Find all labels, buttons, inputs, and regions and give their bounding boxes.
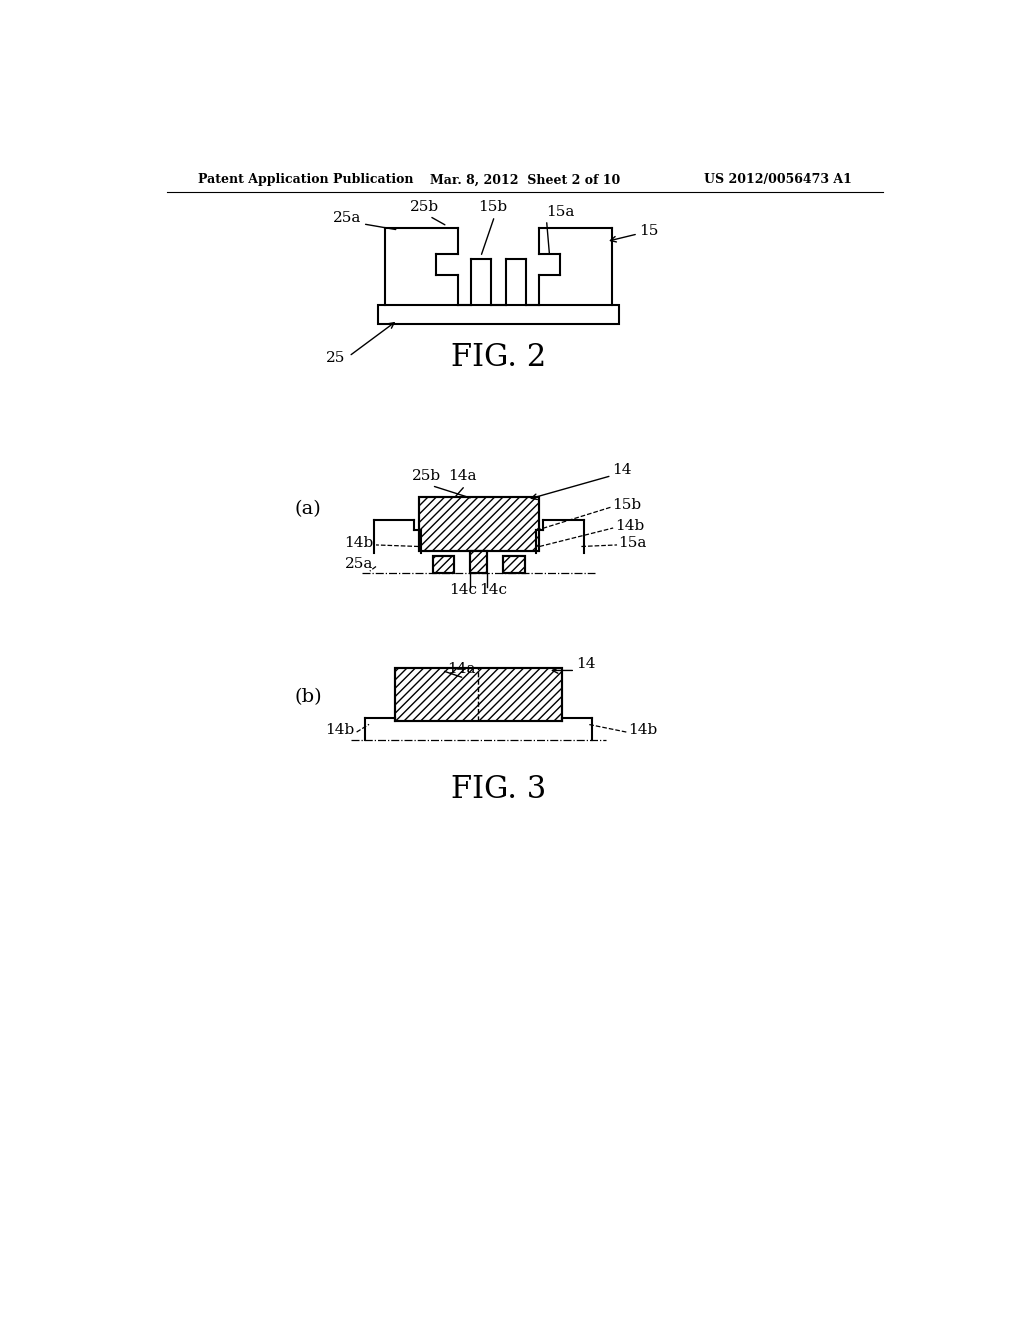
Text: 14b: 14b	[325, 723, 354, 738]
Text: 15a: 15a	[618, 536, 647, 550]
Bar	[503, 556, 525, 573]
Text: Patent Application Publication: Patent Application Publication	[198, 173, 414, 186]
Text: 15b: 15b	[612, 498, 641, 512]
Text: 15b: 15b	[477, 199, 507, 214]
Bar	[470, 552, 486, 573]
Bar	[419, 498, 539, 552]
Text: 25a: 25a	[333, 211, 361, 224]
Text: 25b: 25b	[411, 199, 439, 214]
Text: 25b: 25b	[412, 470, 441, 483]
Text: Mar. 8, 2012  Sheet 2 of 10: Mar. 8, 2012 Sheet 2 of 10	[430, 173, 620, 186]
Text: 14: 14	[612, 463, 632, 477]
Text: 14b: 14b	[614, 519, 644, 532]
Bar	[378, 305, 618, 323]
Text: US 2012/0056473 A1: US 2012/0056473 A1	[703, 173, 852, 186]
Text: (a): (a)	[295, 500, 322, 517]
Text: 15: 15	[640, 224, 658, 239]
Text: (b): (b)	[295, 689, 323, 706]
Bar	[432, 556, 455, 573]
Bar	[432, 556, 455, 573]
Bar	[395, 668, 562, 721]
Text: 14b: 14b	[344, 536, 374, 550]
Text: FIG. 3: FIG. 3	[451, 775, 546, 805]
Text: 14c: 14c	[479, 583, 507, 597]
Text: 25: 25	[326, 351, 345, 366]
Bar	[419, 498, 539, 552]
Bar	[395, 668, 562, 721]
Text: FIG. 2: FIG. 2	[451, 342, 546, 372]
Text: 14b: 14b	[628, 723, 657, 738]
Text: 15a: 15a	[547, 205, 574, 219]
Bar	[503, 556, 525, 573]
Text: 14a: 14a	[449, 470, 477, 483]
Text: 14: 14	[575, 657, 595, 671]
Text: 14a: 14a	[447, 661, 475, 676]
Text: 14c: 14c	[450, 583, 477, 597]
Text: 25a: 25a	[345, 557, 374, 572]
Bar	[470, 552, 486, 573]
